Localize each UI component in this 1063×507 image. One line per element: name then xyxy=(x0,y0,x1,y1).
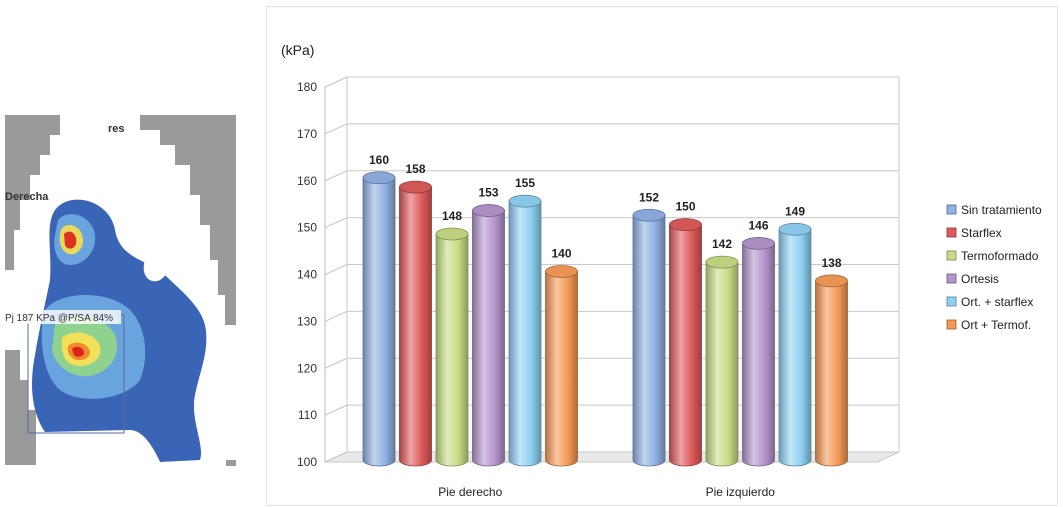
data-label: 155 xyxy=(515,176,535,190)
legend-item: Sin tratamiento xyxy=(946,203,1042,217)
legend-item: Starflex xyxy=(946,226,1002,240)
bars-layer xyxy=(362,171,848,467)
gridline-side xyxy=(324,76,348,88)
x-category-label: Pie derecho xyxy=(438,485,502,499)
legend-swatch xyxy=(946,204,957,215)
pressure-bar-chart: (kPa) 100 110 120 130 140 150 160 170 180 160 158… xyxy=(281,42,1042,499)
bar xyxy=(435,227,469,467)
legend-label: Termoformado xyxy=(961,249,1039,263)
gridline-side xyxy=(324,170,348,182)
scan-label-side: Derecha xyxy=(5,191,49,203)
gridline-side xyxy=(324,404,348,416)
chart-frame: (kPa) 100 110 120 130 140 150 160 170 180 160 158… xyxy=(266,6,1058,506)
data-label: 140 xyxy=(551,247,571,261)
y-tick-label: 160 xyxy=(297,174,317,188)
gridline-side xyxy=(324,451,348,463)
legend-swatch xyxy=(946,250,957,261)
gridline-side xyxy=(324,357,348,369)
data-label: 150 xyxy=(675,200,695,214)
y-tick-label: 110 xyxy=(298,408,317,422)
legend-swatch xyxy=(946,227,957,238)
legend-label: Sin tratamiento xyxy=(961,203,1042,217)
y-tick-label: 130 xyxy=(297,314,317,328)
legend-label: Ort + Termof. xyxy=(961,318,1031,332)
legend-swatch xyxy=(946,273,957,284)
data-label: 142 xyxy=(712,237,732,251)
scan-label-top: res xyxy=(108,123,125,135)
bar xyxy=(705,255,739,467)
bar xyxy=(669,218,702,467)
legend-item: Ort. + starflex xyxy=(946,295,1033,309)
data-label: 158 xyxy=(405,162,425,176)
data-label: 153 xyxy=(478,186,498,200)
y-tick-label: 140 xyxy=(297,268,317,282)
legend-swatch xyxy=(946,319,957,330)
legend-label: Ortesis xyxy=(961,272,999,286)
bar xyxy=(545,265,578,467)
gridline-side xyxy=(324,217,348,229)
gridline-side xyxy=(324,264,348,275)
data-label: 138 xyxy=(821,256,841,270)
y-unit-label: (kPa) xyxy=(281,42,314,58)
bar xyxy=(778,222,812,467)
gridline-side xyxy=(324,310,348,322)
legend: Sin tratamiento Starflex Termoformado Ortes… xyxy=(946,203,1042,332)
y-tick-label: 100 xyxy=(297,455,317,469)
legend-item: Termoformado xyxy=(946,249,1039,263)
bar xyxy=(815,274,848,467)
legend-label: Starflex xyxy=(961,226,1002,240)
x-category-label: Pie izquierdo xyxy=(706,485,776,499)
labels-layer: 160 158 148 153 155 140 Pie derecho 152 150 142 14… xyxy=(369,153,842,499)
legend-label: Ort. + starflex xyxy=(961,295,1033,309)
data-label: 160 xyxy=(369,153,389,167)
data-label: 149 xyxy=(785,204,805,218)
y-tick-label: 120 xyxy=(297,361,317,375)
legend-item: Ortesis xyxy=(946,272,999,286)
legend-item: Ort + Termof. xyxy=(946,318,1031,332)
y-tick-label: 180 xyxy=(297,80,317,94)
bar xyxy=(632,208,666,467)
bar xyxy=(472,204,505,467)
bar xyxy=(742,236,775,467)
gridline-side xyxy=(324,123,348,135)
data-label: 148 xyxy=(442,209,462,223)
plantar-pressure-image: res Derecha Pj 187 KPa @P/SA 84% xyxy=(0,110,240,470)
data-label: 152 xyxy=(639,190,659,204)
legend-swatch xyxy=(946,296,957,307)
data-label: 146 xyxy=(748,218,768,232)
y-tick-label: 150 xyxy=(297,221,317,235)
bar xyxy=(508,194,542,467)
bar xyxy=(399,180,432,467)
y-tick-label: 170 xyxy=(297,127,317,141)
roi-label: Pj 187 KPa @P/SA 84% xyxy=(5,313,113,324)
bar xyxy=(362,171,396,467)
